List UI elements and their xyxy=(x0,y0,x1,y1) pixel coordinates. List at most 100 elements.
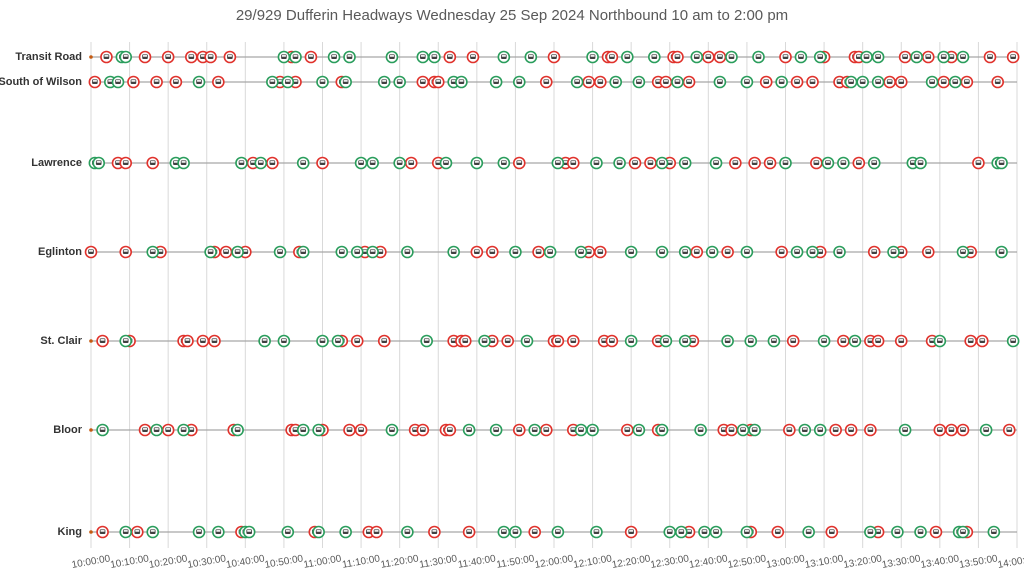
bus-marker xyxy=(96,334,109,348)
bus-marker xyxy=(933,423,947,437)
bus-window xyxy=(208,250,213,252)
bus-icon xyxy=(967,338,974,343)
bus-marker xyxy=(736,423,750,437)
bus-window xyxy=(687,530,692,532)
x-tick-label: 14:00:00 xyxy=(997,553,1024,571)
bus-marker xyxy=(551,156,565,170)
bus-marker xyxy=(416,50,430,64)
bus-window xyxy=(968,250,973,252)
bus-icon xyxy=(782,54,789,59)
bus-window xyxy=(702,530,707,532)
bus-marker xyxy=(339,525,352,539)
bus-window xyxy=(613,80,618,82)
bus-marker xyxy=(385,50,399,64)
bus-icon xyxy=(937,427,943,432)
bus-icon xyxy=(821,338,827,343)
bus-marker xyxy=(111,75,125,89)
x-tick-label: 11:50:00 xyxy=(496,553,536,571)
bus-icon xyxy=(122,54,129,59)
bus-icon xyxy=(628,338,634,343)
bus-marker xyxy=(725,423,738,437)
bus-marker xyxy=(296,423,310,437)
x-tick-label: 12:30:00 xyxy=(650,553,691,571)
bus-window xyxy=(378,250,383,252)
bus-marker xyxy=(266,156,279,170)
bus-marker xyxy=(1006,50,1020,64)
bus-window xyxy=(602,339,607,341)
bus-marker xyxy=(551,525,565,539)
bus-window xyxy=(532,530,537,532)
bus-icon xyxy=(99,427,106,432)
bus-window xyxy=(339,250,344,252)
bus-window xyxy=(999,161,1004,163)
bus-window xyxy=(451,250,456,252)
bus-window xyxy=(779,80,784,82)
bus-window xyxy=(216,80,221,82)
bus-marker xyxy=(551,334,565,348)
x-tick-label: 11:10:00 xyxy=(341,553,381,571)
bus-icon xyxy=(423,338,430,343)
bus-icon xyxy=(462,338,469,343)
bus-icon xyxy=(771,338,777,343)
bus-window xyxy=(729,55,734,57)
bus-window xyxy=(123,55,128,57)
bus-marker xyxy=(690,245,704,259)
bus-icon xyxy=(346,54,353,59)
bus-icon xyxy=(1006,427,1013,432)
bus-marker xyxy=(150,75,163,89)
bus-icon xyxy=(165,54,171,59)
bus-window xyxy=(443,161,448,163)
bus-window xyxy=(123,530,128,532)
bus-window xyxy=(436,80,441,82)
bus-marker xyxy=(590,525,603,539)
bus-window xyxy=(579,428,584,430)
bus-marker xyxy=(867,245,881,259)
bus-marker xyxy=(894,334,908,348)
bus-marker xyxy=(401,525,414,539)
bus-icon xyxy=(447,54,453,59)
bus-marker xyxy=(119,245,133,259)
bus-window xyxy=(116,80,121,82)
bus-icon xyxy=(867,529,874,534)
bus-window xyxy=(362,250,367,252)
bus-window xyxy=(100,530,105,532)
bus-marker xyxy=(825,525,839,539)
bus-window xyxy=(150,530,155,532)
bus-window xyxy=(810,80,815,82)
bus-marker xyxy=(786,334,800,348)
bus-window xyxy=(891,250,896,252)
bus-icon xyxy=(389,54,395,59)
bus-window xyxy=(285,80,290,82)
bus-marker xyxy=(204,50,217,64)
bus-window xyxy=(359,428,364,430)
bus-icon xyxy=(142,427,148,432)
bus-icon xyxy=(609,338,615,343)
bus-marker xyxy=(744,334,758,348)
bus-window xyxy=(262,339,267,341)
bus-window xyxy=(667,161,672,163)
bus-marker xyxy=(96,525,109,539)
bus-marker xyxy=(605,334,619,348)
bus-window xyxy=(301,250,306,252)
x-tick-label: 10:30:00 xyxy=(187,553,228,571)
bus-window xyxy=(829,530,834,532)
bus-window xyxy=(752,161,757,163)
bus-window xyxy=(239,161,244,163)
category-label: South of Wilson xyxy=(0,76,82,88)
bus-icon xyxy=(589,54,596,59)
bus-window xyxy=(359,161,364,163)
bus-window xyxy=(856,161,861,163)
bus-marker xyxy=(501,334,515,348)
bus-window xyxy=(247,530,252,532)
bus-window xyxy=(968,339,973,341)
bus-icon xyxy=(227,54,233,59)
bus-window xyxy=(451,80,456,82)
bus-marker xyxy=(929,525,943,539)
bus-icon xyxy=(925,54,932,59)
bus-icon xyxy=(948,427,955,432)
bus-marker xyxy=(119,156,133,170)
bus-window xyxy=(208,55,213,57)
bus-marker xyxy=(497,525,511,539)
x-tick-label: 13:10:00 xyxy=(804,553,845,571)
bus-window xyxy=(200,339,205,341)
